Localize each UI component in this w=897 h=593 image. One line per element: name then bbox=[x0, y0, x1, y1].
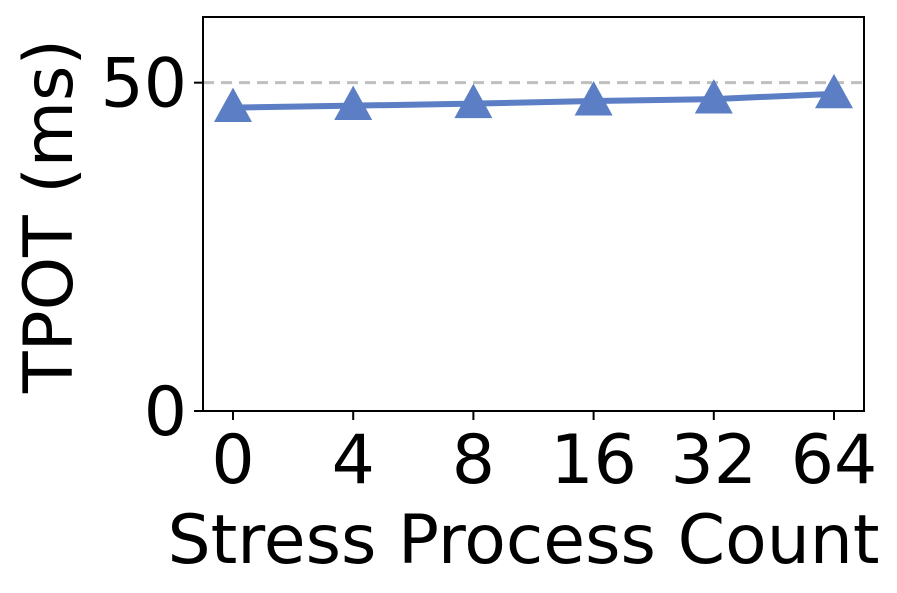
data-point-marker bbox=[815, 73, 853, 109]
series-markers bbox=[214, 73, 853, 123]
y-axis-label: TPOT (ms) bbox=[10, 39, 89, 394]
data-point-marker bbox=[454, 83, 493, 119]
data-point-marker bbox=[334, 85, 373, 121]
data-point-marker bbox=[574, 81, 613, 116]
x-tick-label: 64 bbox=[791, 421, 878, 500]
plot-frame bbox=[202, 16, 865, 412]
y-ticks: 0 50 bbox=[100, 45, 203, 452]
x-tick-label: 0 bbox=[211, 421, 254, 500]
x-tick-label: 4 bbox=[332, 421, 375, 500]
y-tick-label: 50 bbox=[100, 45, 187, 124]
y-tick-label: 0 bbox=[144, 373, 187, 452]
x-ticks: 0 4 8 16 32 64 bbox=[211, 411, 877, 500]
x-tick-label: 32 bbox=[671, 421, 758, 500]
x-axis-label: Stress Process Count bbox=[167, 501, 879, 580]
x-tick-label: 8 bbox=[452, 421, 495, 500]
data-point-marker bbox=[214, 87, 252, 123]
x-tick-label: 16 bbox=[550, 421, 637, 500]
data-point-marker bbox=[694, 79, 733, 114]
series-line bbox=[232, 90, 835, 111]
